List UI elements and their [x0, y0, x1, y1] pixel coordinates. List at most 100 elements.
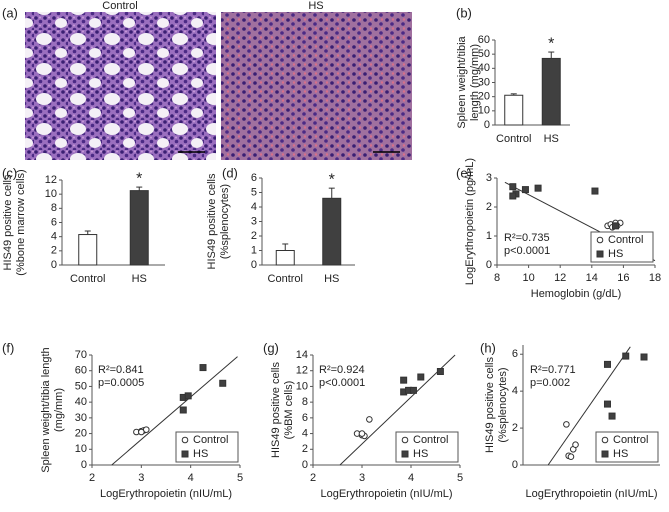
panel-label: (d) [222, 165, 238, 180]
panel-label: (h) [480, 340, 496, 355]
y-tick-label: 10 [75, 443, 87, 455]
y-tick-label: 50 [75, 380, 87, 392]
y-tick-label: 12 [45, 174, 57, 186]
micrograph-panel: (a) Control HS [2, 0, 412, 160]
point [612, 222, 619, 230]
bar [541, 57, 561, 126]
y-tick-label: 10 [478, 105, 490, 117]
y-axis-label: length (mg/mm) [469, 44, 481, 121]
x-tick-label: 10 [522, 272, 534, 284]
legend-label: HS [413, 448, 428, 460]
point [184, 392, 192, 400]
y-tick-label: 12 [296, 365, 308, 377]
point [603, 400, 611, 408]
significance: * [136, 170, 142, 187]
panel-label: (b) [456, 5, 472, 20]
legend-label: Control [193, 434, 228, 446]
x-tick-label: 3 [138, 472, 144, 484]
y-axis-label: HIS49 positive cells [484, 357, 496, 453]
y-axis-label: HIS49 positive cells [270, 362, 282, 458]
y-axis-label: (%splenocytes) [219, 184, 231, 259]
point [219, 379, 227, 387]
y-tick-label: 2 [51, 245, 57, 257]
y-axis-label: (%splenocytes) [497, 367, 509, 442]
point [179, 406, 187, 414]
point [534, 184, 542, 192]
stat-annotation: R²=0.924 [319, 364, 365, 376]
legend-marker [401, 436, 409, 444]
x-tick-label: 8 [494, 272, 500, 284]
point [603, 360, 611, 368]
significance: * [329, 171, 335, 188]
x-tick-label: 3 [359, 472, 365, 484]
y-tick-label: 14 [296, 349, 308, 361]
y-tick-label: 6 [51, 216, 57, 228]
x-tick-label: 2 [310, 472, 316, 484]
legend-marker [596, 236, 604, 244]
x-tick-label: 4 [408, 472, 414, 484]
y-axis-label: Spleen weight/tibia length [40, 347, 52, 472]
y-tick-label: 70 [75, 349, 87, 361]
y-tick-label: 8 [302, 396, 308, 408]
fit-line [111, 356, 238, 466]
legend-marker [596, 250, 604, 258]
y-tick-label: 40 [478, 62, 490, 74]
legend-marker [181, 436, 189, 444]
micrograph-label: Control [102, 0, 137, 12]
y-tick-label: 50 [478, 48, 490, 60]
y-tick-label: 30 [75, 412, 87, 424]
stat-annotation: p=0.002 [530, 377, 570, 389]
point [366, 416, 373, 423]
y-tick-label: 3 [251, 215, 257, 227]
y-tick-label: 0 [51, 259, 57, 271]
bar [322, 197, 342, 266]
y-tick-label: 30 [478, 76, 490, 88]
y-tick-label: 4 [512, 385, 518, 397]
y-tick-label: 2 [512, 422, 518, 434]
point [572, 441, 579, 448]
x-axis-label: LogErythropoietin (nIU/mL) [320, 488, 452, 500]
legend-label: Control [613, 434, 648, 446]
point [199, 364, 207, 372]
panel-label: (a) [2, 5, 18, 20]
y-tick-label: 10 [45, 188, 57, 200]
stat-annotation: p<0.0001 [504, 245, 550, 257]
y-tick-label: 6 [512, 348, 518, 360]
y-tick-label: 6 [302, 412, 308, 424]
micrograph-hs [221, 12, 412, 160]
panel-label: (c) [2, 165, 17, 180]
point [417, 373, 425, 381]
point [509, 183, 517, 191]
y-tick-label: 0 [486, 259, 492, 271]
y-tick-label: 2 [251, 230, 257, 242]
y-axis-label: HIS49 positive cells [2, 174, 14, 270]
y-tick-label: 0 [512, 459, 518, 471]
y-tick-label: 4 [51, 231, 57, 243]
y-axis-label: (%bone marrow cells) [15, 169, 27, 275]
y-tick-label: 6 [251, 172, 257, 184]
y-tick-label: 1 [251, 244, 257, 256]
y-axis-label: (mg/mm) [53, 388, 65, 432]
legend-label: Control [413, 434, 448, 446]
y-tick-label: 10 [296, 380, 308, 392]
point [567, 453, 575, 460]
bar [129, 190, 149, 266]
x-tick-label: 5 [457, 472, 463, 484]
y-tick-label: 60 [75, 365, 87, 377]
point [400, 376, 408, 384]
point [436, 368, 444, 375]
y-tick-label: 1 [486, 230, 492, 242]
y-tick-label: 20 [478, 91, 490, 103]
x-tick-label: 14 [586, 272, 598, 284]
x-tick-label: 2 [89, 472, 95, 484]
point [521, 186, 529, 194]
bar [275, 250, 295, 266]
x-axis-label: Hemoglobin (g/dL) [531, 288, 622, 300]
y-tick-label: 0 [81, 459, 87, 471]
y-axis-label: LogErythropoietin (pg/mL) [464, 158, 476, 285]
x-tick-label: Control [496, 133, 531, 145]
fit-line [547, 346, 631, 466]
legend-label: HS [193, 448, 208, 460]
y-tick-label: 60 [478, 34, 490, 46]
